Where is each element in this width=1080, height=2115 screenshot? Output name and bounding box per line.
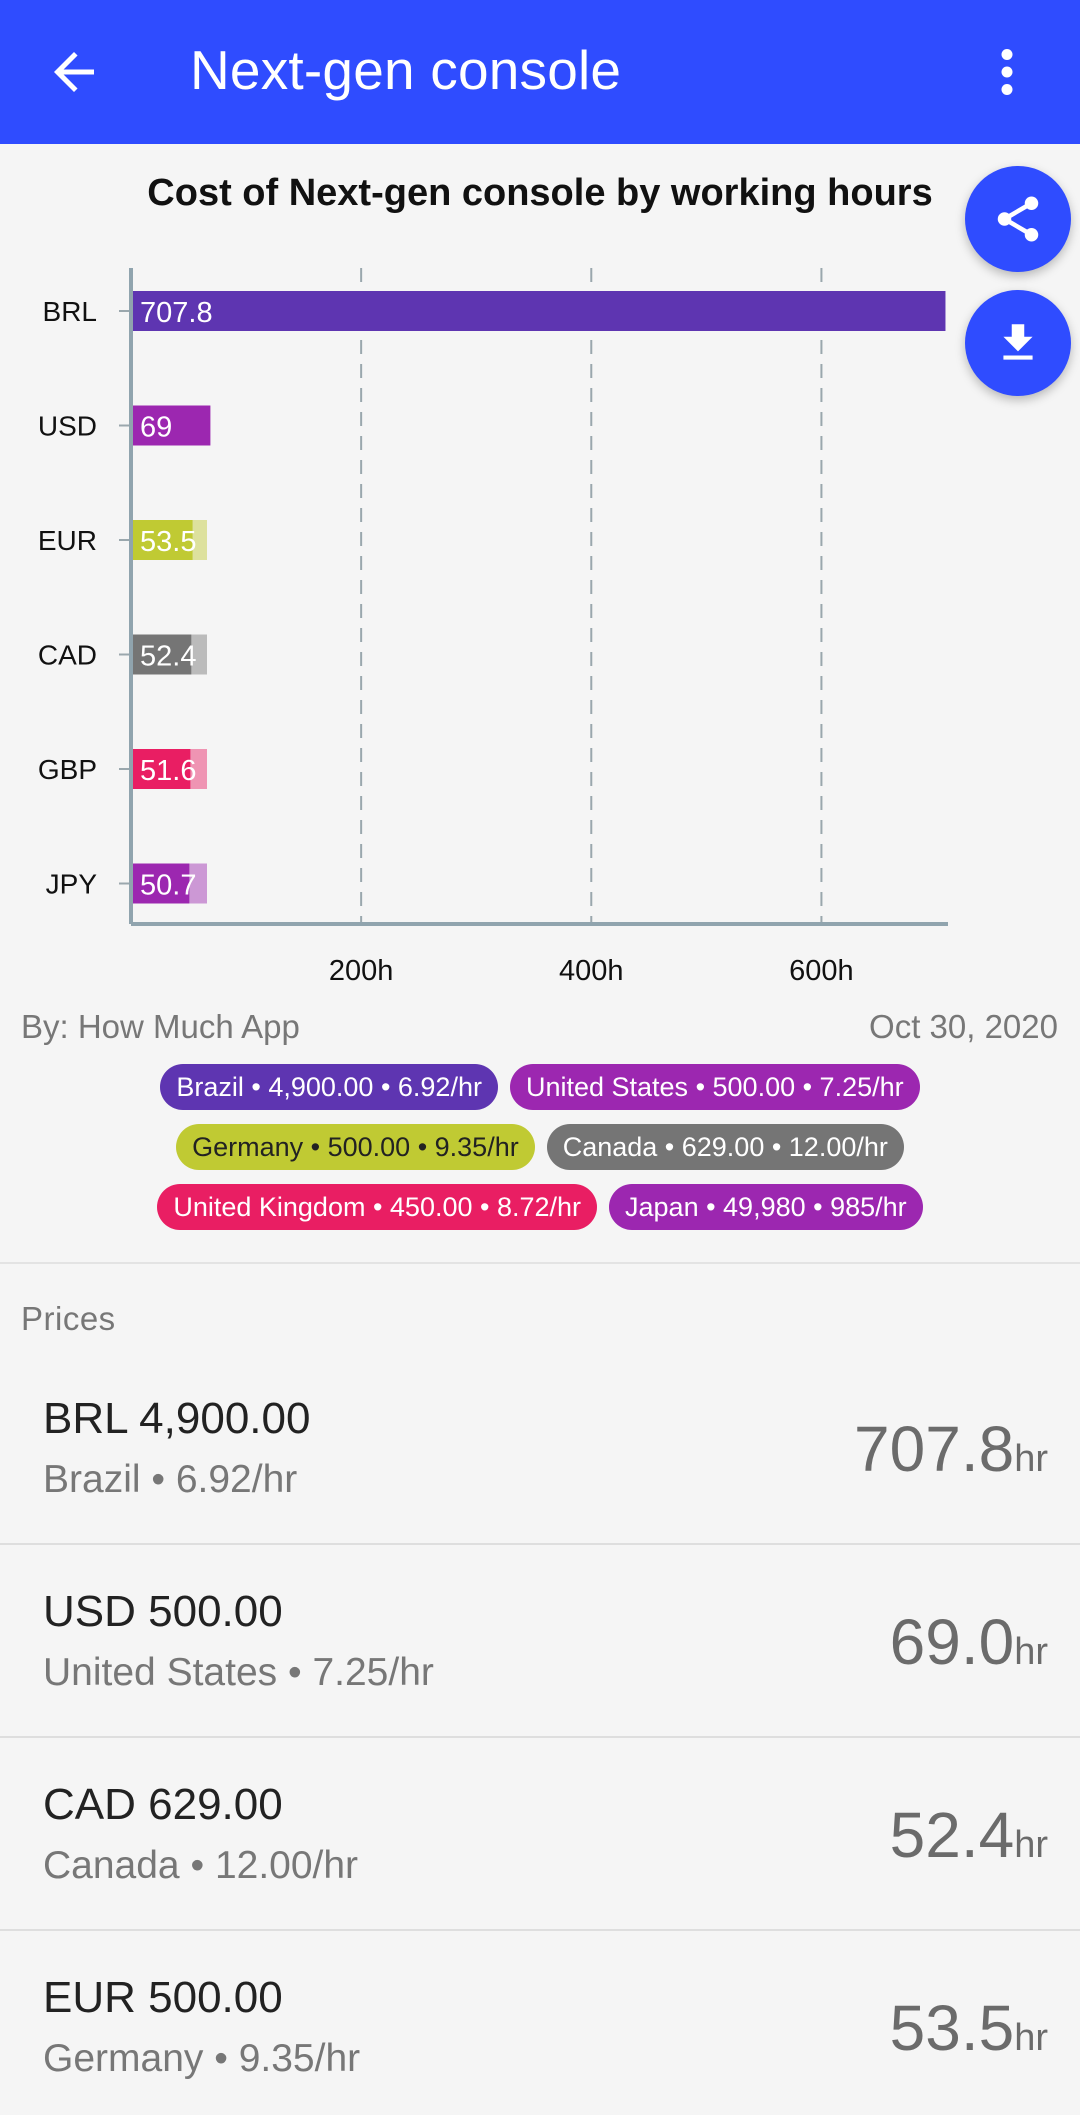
price-hours: 52.4hr xyxy=(890,1798,1048,1872)
chart-source: By: How Much App xyxy=(21,1008,300,1045)
hours-value: 53.5 xyxy=(889,1992,1015,2064)
back-button[interactable] xyxy=(44,42,104,102)
price-country-rate: Canada • 12.00/hr xyxy=(43,1844,359,1887)
x-tick-label: 400h xyxy=(559,955,624,987)
hours-unit: hr xyxy=(1014,2017,1048,2059)
hours-unit: hr xyxy=(1014,1824,1048,1866)
bar-chart: 200h 400h 600h BRL 707.8 USD 69 EUR 53.5 CAD 52.4 G… xyxy=(38,268,948,987)
list-item[interactable]: BRL 4,900.00 Brazil • 6.92/hr 707.8hr xyxy=(0,1352,1080,1545)
bar-value-label: 52.4 xyxy=(140,641,196,673)
price-country-rate: Germany • 9.35/hr xyxy=(43,2037,361,2080)
price-country-rate: United States • 7.25/hr xyxy=(43,1651,434,1694)
legend-chip: United States • 500.00 • 7.25/hr xyxy=(509,1064,920,1110)
share-button[interactable] xyxy=(965,166,1071,272)
legend-chip: Canada • 629.00 • 12.00/hr xyxy=(546,1124,904,1170)
hours-value: 69.0 xyxy=(889,1606,1015,1678)
price-country-rate: Brazil • 6.92/hr xyxy=(43,1458,298,1501)
y-tick-label: CAD xyxy=(38,640,97,671)
overflow-menu-button[interactable] xyxy=(985,42,1029,102)
legend-chip: Germany • 500.00 • 9.35/hr xyxy=(176,1124,535,1170)
section-divider xyxy=(0,1262,1080,1264)
bar xyxy=(131,863,190,904)
download-icon xyxy=(1003,324,1033,360)
bar-value-label: 53.5 xyxy=(140,526,196,558)
chart-title: Cost of Next-gen console by working hour… xyxy=(147,172,933,214)
y-tick-label: GBP xyxy=(38,754,97,785)
y-tick-label: JPY xyxy=(46,869,98,900)
bar xyxy=(131,520,193,560)
arrow-left-icon xyxy=(54,52,94,92)
list-item[interactable]: USD 500.00 United States • 7.25/hr 69.0h… xyxy=(0,1545,1080,1738)
price-hours: 53.5hr xyxy=(890,1991,1048,2065)
share-icon xyxy=(997,196,1039,242)
bar-value-label: 707.8 xyxy=(140,297,213,329)
x-tick-label: 200h xyxy=(329,955,394,987)
bar xyxy=(131,405,211,446)
bar-value-label: 50.7 xyxy=(140,870,196,902)
price-amount: EUR 500.00 xyxy=(43,1973,283,2022)
download-button[interactable] xyxy=(965,290,1071,396)
price-hours: 707.8hr xyxy=(854,1412,1048,1486)
hours-value: 52.4 xyxy=(889,1799,1015,1871)
hours-unit: hr xyxy=(1014,1438,1048,1480)
bar xyxy=(131,749,191,789)
prices-list: BRL 4,900.00 Brazil • 6.92/hr 707.8hr US… xyxy=(0,1352,1080,2115)
legend-chip: Brazil • 4,900.00 • 6.92/hr xyxy=(160,1064,498,1110)
price-amount: USD 500.00 xyxy=(43,1587,283,1636)
y-tick-label: BRL xyxy=(43,296,97,327)
x-tick-label: 600h xyxy=(789,955,854,987)
chart-legend: Brazil • 4,900.00 • 6.92/hr United State… xyxy=(110,1064,970,1230)
hours-unit: hr xyxy=(1014,1631,1048,1673)
prices-header: Prices xyxy=(21,1300,116,1337)
legend-chip: United Kingdom • 450.00 • 8.72/hr xyxy=(157,1184,598,1230)
y-tick-label: EUR xyxy=(38,525,97,556)
bar-value-label: 69 xyxy=(140,412,172,444)
bar xyxy=(131,291,946,331)
app-bar: Next-gen console xyxy=(0,0,1080,144)
page-title: Next-gen console xyxy=(190,39,622,101)
y-tick-label: USD xyxy=(38,411,97,442)
bar-value-label: 51.6 xyxy=(140,755,196,787)
legend-chip: Japan • 49,980 • 985/hr xyxy=(609,1184,923,1230)
hours-value: 707.8 xyxy=(854,1413,1015,1485)
price-amount: CAD 629.00 xyxy=(43,1780,283,1829)
price-amount: BRL 4,900.00 xyxy=(43,1394,311,1443)
bar xyxy=(131,634,192,675)
list-item[interactable]: CAD 629.00 Canada • 12.00/hr 52.4hr xyxy=(0,1738,1080,1931)
list-item[interactable]: EUR 500.00 Germany • 9.35/hr 53.5hr xyxy=(0,1931,1080,2115)
chart-date: Oct 30, 2020 xyxy=(869,1008,1058,1045)
more-vert-icon xyxy=(1001,49,1013,95)
price-hours: 69.0hr xyxy=(890,1605,1048,1679)
